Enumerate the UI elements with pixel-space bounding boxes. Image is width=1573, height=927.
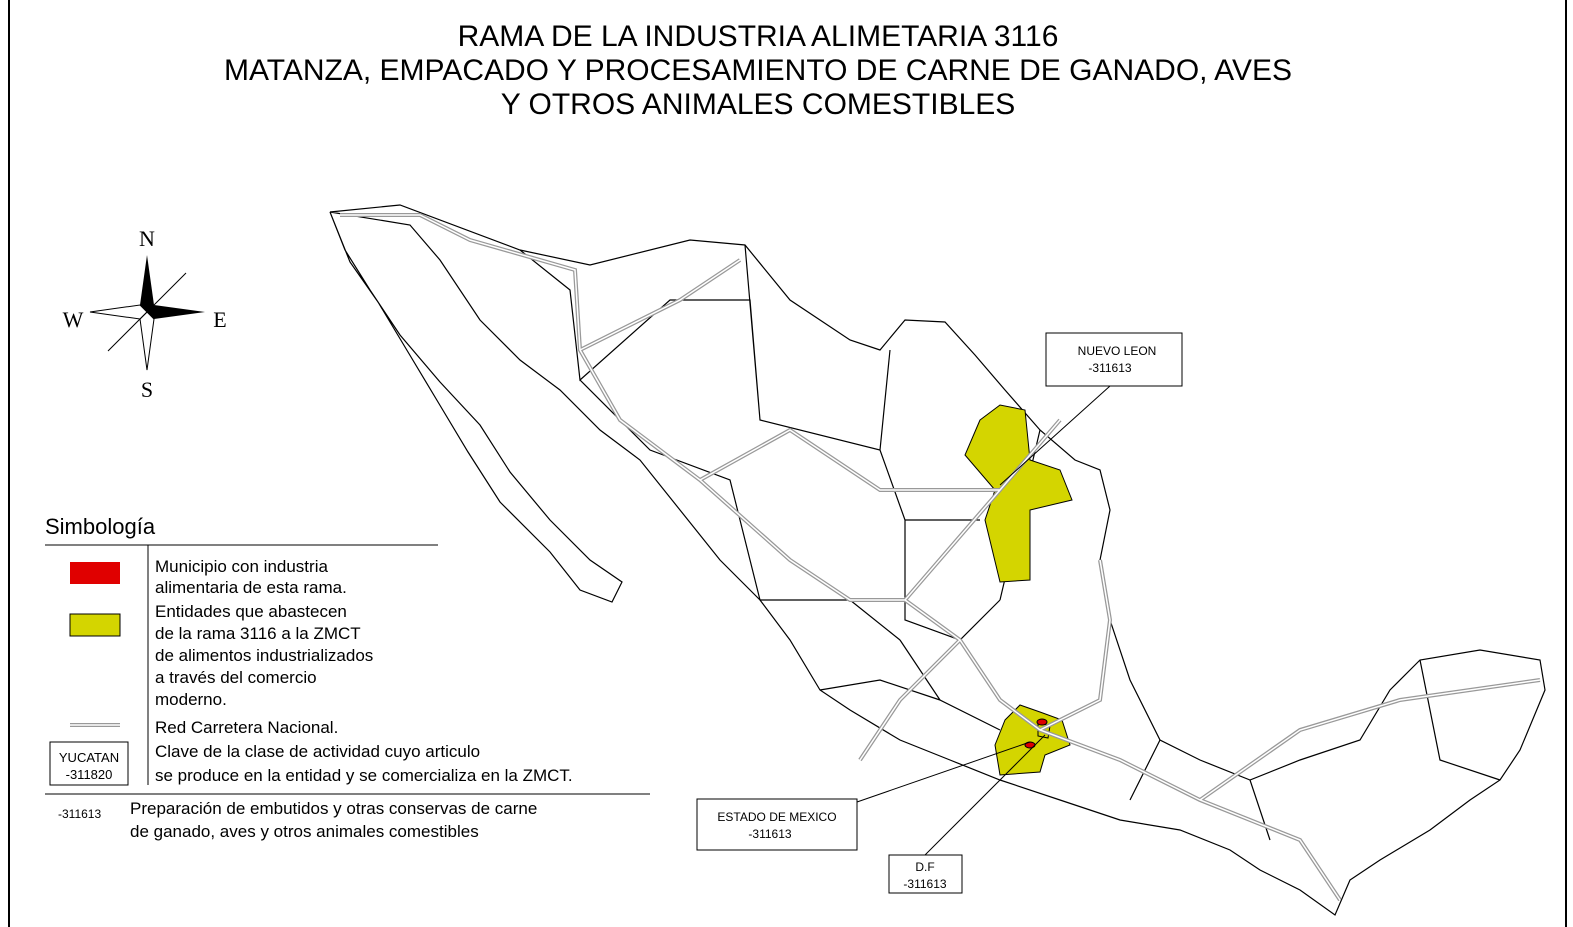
legend-text: Entidades que abastecen (155, 602, 347, 621)
callout-code: -311613 (903, 877, 946, 891)
map-page: RAMA DE LA INDUSTRIA ALIMETARIA 3116 MAT… (0, 0, 1573, 927)
callout-code: -311613 (748, 827, 791, 841)
note-code: -311613 (58, 807, 101, 821)
compass-e: E (213, 307, 226, 332)
swatch-entidades (70, 614, 120, 636)
legend-text: moderno. (155, 690, 227, 709)
legend-text: Red Carretera Nacional. (155, 718, 338, 737)
callout-code: -311613 (1088, 361, 1131, 375)
callout-name: NUEVO LEON (1078, 344, 1157, 358)
key-box: -311820 (66, 767, 113, 782)
legend-text: a través del comercio (155, 668, 317, 687)
title: MATANZA, EMPACADO Y PROCESAMIENTO DE CAR… (224, 54, 1292, 87)
note-text: Preparación de embutidos y otras conserv… (130, 799, 537, 818)
callout-name: ESTADO DE MEXICO (717, 810, 836, 824)
legend-text: de alimentos industrializados (155, 646, 373, 665)
note-text: de ganado, aves y otros animales comesti… (130, 822, 479, 841)
title: RAMA DE LA INDUSTRIA ALIMETARIA 3116 (458, 20, 1059, 53)
compass-s: S (141, 377, 153, 402)
compass-n: N (139, 226, 155, 251)
swatch-municipio (70, 562, 120, 584)
legend-text: alimentaria de esta rama. (155, 578, 347, 597)
legend-title: Simbología (45, 514, 156, 539)
callout-name: D.F (915, 860, 934, 874)
legend-text: de la rama 3116 a la ZMCT (155, 624, 361, 643)
title: Y OTROS ANIMALES COMESTIBLES (501, 88, 1016, 121)
compass: N S E W (63, 226, 227, 402)
legend-text: se produce en la entidad y se comerciali… (155, 766, 573, 785)
legend-text: Municipio con industria (155, 557, 328, 576)
legend-text: Clave de la clase de actividad cuyo arti… (155, 742, 480, 761)
compass-w: W (63, 307, 84, 332)
key-box: YUCATAN (59, 750, 119, 765)
